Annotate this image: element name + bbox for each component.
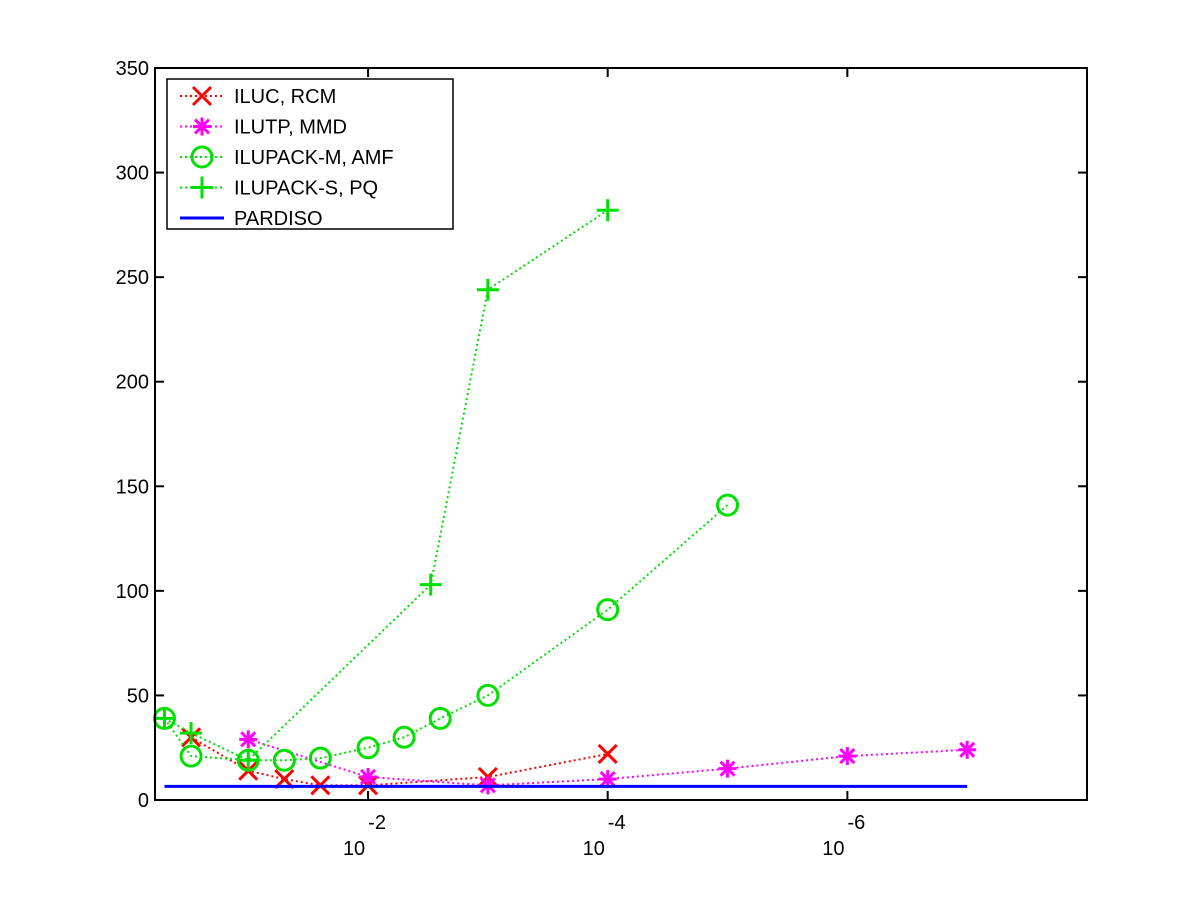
y-tick-label-2: 100 (116, 581, 149, 603)
series-layer (152, 199, 977, 796)
series-2-point-10 (716, 493, 740, 517)
plot-frame (154, 67, 1088, 801)
legend-box (166, 78, 454, 230)
series-3-point-5 (596, 199, 619, 222)
legend-item-0: ILUC, RCM (180, 85, 336, 108)
legend-label-3: ILUPACK-S, PQ (234, 178, 378, 200)
series-3 (153, 199, 619, 772)
series-1-point-1 (359, 767, 378, 786)
series-3-point-3 (419, 573, 442, 596)
x-tick-base-0: 10 (343, 838, 365, 860)
x-tick-base-1: 10 (583, 838, 605, 860)
x-tick-label-0: -210 (343, 812, 386, 860)
series-1-point-0 (239, 730, 258, 749)
x-tick-label-2: -610 (822, 812, 865, 860)
series-2-point-6 (392, 725, 416, 749)
x-tick-label-1: -410 (583, 812, 626, 860)
series-3-line (164, 209, 609, 762)
legend-item-2: ILUPACK-M, AMF (180, 145, 394, 169)
legend-swatch-marker-1 (193, 117, 211, 136)
legend-swatch-marker-3 (191, 176, 213, 199)
y-tick-label-6: 300 (116, 163, 149, 185)
legend-item-3: ILUPACK-S, PQ (180, 176, 378, 200)
y-tick-label-0: 0 (138, 790, 149, 812)
legend-label-2: ILUPACK-M, AMF (234, 147, 394, 169)
legend-swatch-marker-0 (191, 85, 213, 107)
series-3-point-1 (180, 722, 203, 745)
y-tick-label-5: 250 (116, 267, 149, 289)
y-tick-label-3: 150 (116, 476, 149, 498)
series-3-point-2 (237, 749, 260, 772)
x-tick-base-2: 10 (822, 838, 844, 860)
legend-item-4: PARDISO (180, 208, 323, 230)
series-2-point-8 (476, 683, 500, 707)
x-tick-exponent-2: -6 (847, 812, 865, 834)
legend-item-1: ILUTP, MMD (180, 117, 347, 139)
series-1-point-6 (958, 740, 977, 759)
series-0-point-6 (597, 743, 618, 765)
x-tick-exponent-1: -4 (608, 812, 626, 834)
series-1-point-5 (838, 747, 857, 766)
series-3-point-0 (153, 707, 176, 730)
legend-label-4: PARDISO (234, 208, 323, 230)
legend: ILUC, RCM ILUTP, MMD ILUPACK-M, AMF ILUPACK… (166, 78, 454, 230)
series-2-point-3 (272, 748, 296, 772)
series-2-point-5 (356, 736, 380, 760)
series-2-point-4 (308, 746, 332, 770)
legend-swatch-marker-2 (190, 145, 214, 169)
series-3-point-4 (476, 278, 499, 301)
y-tick-label-7: 350 (116, 58, 149, 80)
legend-label-0: ILUC, RCM (234, 86, 336, 108)
x-tick-exponent-0: -2 (368, 812, 386, 834)
legend-label-1: ILUTP, MMD (234, 117, 347, 139)
y-tick-label-1: 50 (127, 685, 149, 707)
series-1-point-4 (718, 759, 737, 778)
series-2-point-9 (596, 598, 620, 622)
series-2-point-7 (428, 706, 452, 730)
y-tick-label-4: 200 (116, 372, 149, 394)
series-2-point-1 (179, 744, 203, 768)
